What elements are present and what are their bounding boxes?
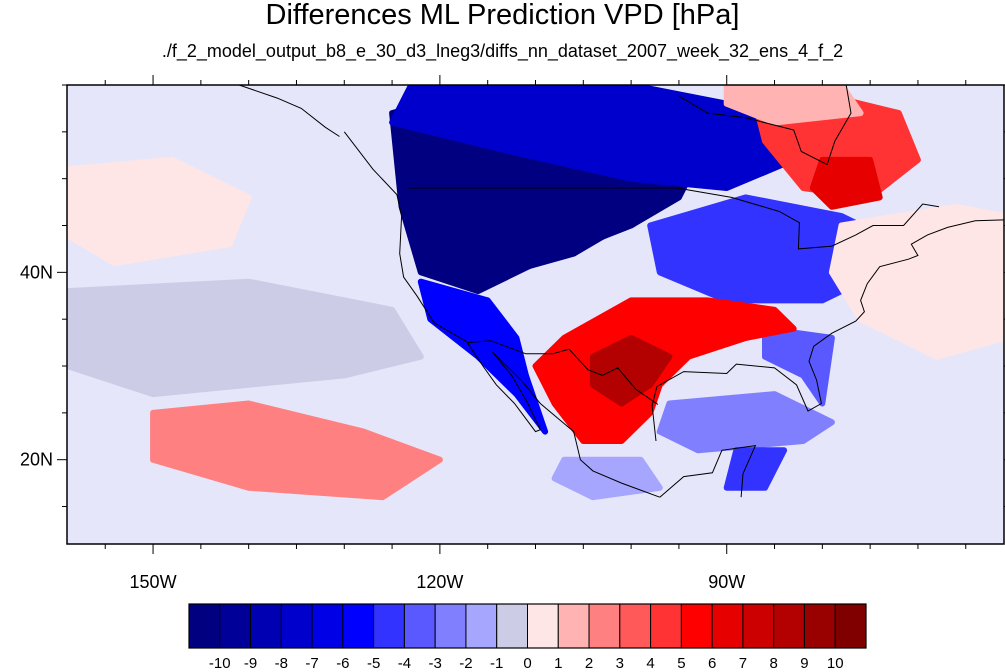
colorbar-level-label: -5 — [367, 655, 380, 672]
gulf-atlantic-coastline — [659, 444, 757, 498]
region-quebec-core-surplus — [809, 156, 883, 210]
colorbar-level-label: 10 — [827, 655, 844, 672]
colorbar-level-label: -4 — [398, 655, 411, 672]
colorbar-level-label: -7 — [305, 655, 318, 672]
colorbar-level-label: 6 — [708, 655, 716, 672]
hudson-bay-coast — [678, 85, 852, 166]
colorbar-level-label: 2 — [585, 655, 593, 672]
lon-tick-label: 120W — [416, 572, 463, 592]
colorbar-swatch — [434, 603, 467, 649]
colorbar-frame — [188, 603, 867, 649]
colorbar-level-label: -10 — [209, 655, 231, 672]
colorbar-level-label: 5 — [677, 655, 685, 672]
region-hudson-bay-surplus — [723, 85, 864, 126]
colorbar-swatch — [342, 603, 375, 649]
region-canada-north-deficit — [389, 85, 797, 191]
colorbar-level-label: 7 — [739, 655, 747, 672]
colorbar-swatch — [711, 603, 744, 649]
colorbar-swatch — [834, 603, 867, 649]
region-subtropical-pacific-surplus — [150, 400, 443, 501]
lat-tick-label: 40N — [20, 262, 53, 282]
region-gulf-mexico-deficit — [656, 391, 835, 454]
region-california-baja-deficit — [417, 278, 549, 435]
colorbar-swatch — [742, 603, 775, 649]
great-lakes-border — [676, 187, 940, 250]
region-south-central-us-surplus — [532, 297, 797, 444]
colorbar-level-label: 3 — [616, 655, 624, 672]
coastline-overlay — [238, 85, 1004, 498]
colorbar-level-label: -8 — [275, 655, 288, 672]
colorbar-level-label: -9 — [244, 655, 257, 672]
colorbar-swatch — [680, 603, 713, 649]
pacific-coastline — [343, 131, 660, 498]
colorbar-swatch — [619, 603, 652, 649]
colorbar-swatch — [588, 603, 621, 649]
colorbar-swatch — [527, 603, 559, 649]
map-title: Differences ML Prediction VPD [hPa] — [265, 0, 740, 31]
colorbar-level-label: -1 — [490, 655, 503, 672]
colorbar-swatch — [465, 603, 498, 649]
colorbar-swatch — [188, 603, 221, 649]
colorbar-level-label: 8 — [770, 655, 778, 672]
lat-tick-label: 20N — [20, 450, 53, 470]
colorbar-swatch — [650, 603, 682, 649]
colorbar-swatch — [773, 603, 805, 649]
map-plot-area — [67, 85, 1004, 544]
region-west-pacific-surplus — [67, 156, 252, 266]
colorbar-swatch — [311, 603, 344, 649]
colorbar-swatch — [219, 603, 252, 649]
colorbar-swatch — [557, 603, 590, 649]
region-texas-core-surplus — [589, 334, 673, 407]
colorbar-swatch — [496, 603, 529, 649]
colorbar-level-label: -3 — [429, 655, 442, 672]
colorbar-swatch — [803, 603, 836, 649]
axis-ticks: 150W 120W 90W 40N 20N — [20, 75, 1005, 592]
region-yucatan-strip-deficit — [723, 447, 788, 491]
colorbar-swatch — [403, 603, 436, 649]
us-mexico-border — [467, 340, 659, 405]
colorbar-swatch — [250, 603, 282, 649]
lon-tick-label: 150W — [130, 572, 177, 592]
region-southeast-coast-deficit — [762, 325, 835, 407]
colorbar-level-label: 1 — [554, 655, 562, 672]
map-subtitle: ./f_2_model_output_b8_e_30_d3_lneg3/diff… — [161, 41, 844, 61]
colorbar-level-label: 4 — [646, 655, 654, 672]
region-pacific-band-deficit — [67, 278, 424, 398]
colorbar-swatch — [373, 603, 405, 649]
colorbar-level-label: -2 — [459, 655, 472, 672]
gulf-coast-us — [651, 219, 1004, 442]
colorbar-level-label: -6 — [336, 655, 349, 672]
region-atlantic-surplus — [828, 203, 1004, 360]
colorbar-swatch — [280, 603, 313, 649]
colorbar-level-label: 0 — [523, 655, 531, 672]
lon-tick-label: 90W — [708, 572, 745, 592]
colorbar: -10 -9 -8 -7 -6 -5 -4 -3 -2 -1 0 1 2 3 4 5 6 7 8 9 10 — [188, 603, 867, 672]
colorbar-level-label: 9 — [800, 655, 808, 672]
alaska-panhandle — [238, 85, 340, 137]
